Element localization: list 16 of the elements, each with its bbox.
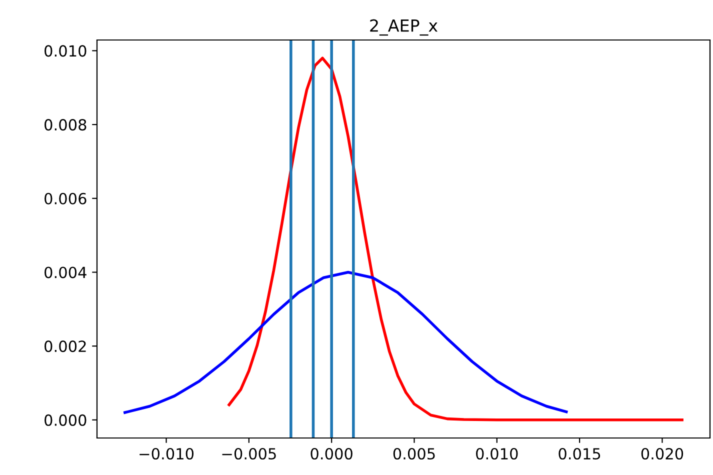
chart-title: 2_AEP_x [370,19,438,36]
x-tick-label: 0.005 [393,448,435,460]
x-tick-label: 0.010 [476,448,518,460]
line-series [228,56,684,422]
y-tick-label: 0.010 [44,45,86,57]
x-tick-label: 0.015 [558,448,600,460]
x-tick-label: −0.010 [140,448,194,460]
y-tick-label: 0.006 [44,192,86,204]
y-tick-label: 0.004 [44,266,86,278]
x-tick-label: 0.000 [310,448,352,460]
y-tick-label: 0.002 [44,340,86,352]
line-series [124,270,568,414]
x-tick-label: −0.005 [222,448,276,460]
y-tick-label: 0.000 [44,414,86,426]
y-tick-label: 0.008 [44,119,86,131]
x-tick-label: 0.020 [641,448,684,460]
